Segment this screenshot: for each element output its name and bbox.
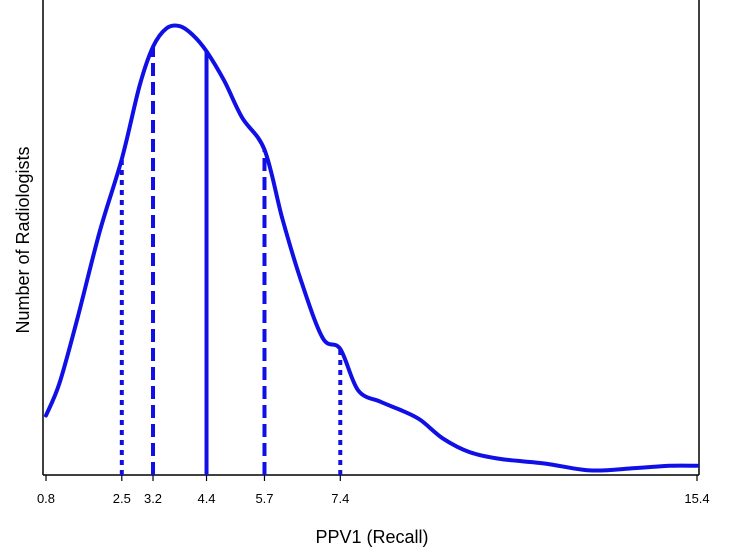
x-tick-label: 3.2: [144, 491, 162, 506]
x-tick-label: 0.8: [37, 491, 55, 506]
density-curve: [44, 23, 699, 473]
x-axis-ticks: 0.8 2.5 3.2 4.4 5.7 7.4 15.4: [37, 475, 710, 506]
x-tick-label: 4.4: [197, 491, 215, 506]
reference-lines: [119, 46, 343, 475]
x-tick-label: 2.5: [113, 491, 131, 506]
x-tick-label: 7.4: [331, 491, 349, 506]
x-axis-title: PPV1 (Recall): [315, 527, 428, 547]
y-axis-title: Number of Radiologists: [13, 146, 33, 333]
x-tick-label: 15.4: [684, 491, 709, 506]
x-tick-label: 5.7: [255, 491, 273, 506]
